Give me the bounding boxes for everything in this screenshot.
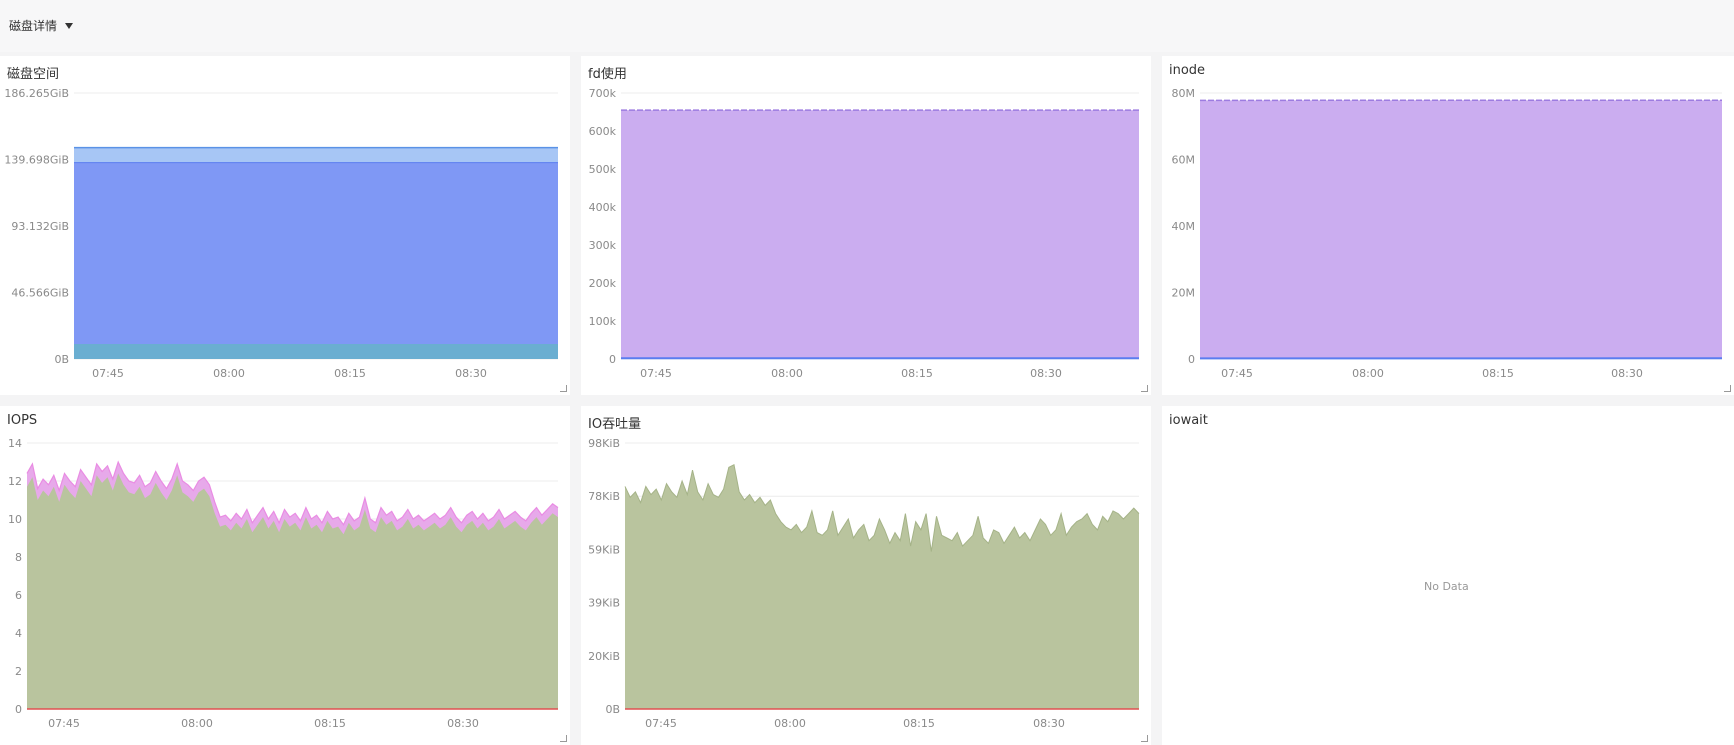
x-tick-label: 07:45 <box>48 717 80 730</box>
y-tick-label: 100k <box>589 315 617 328</box>
disk-space-chart: 186.265GiB 139.698GiB 93.132GiB 46.566GiB 0B… <box>4 87 559 380</box>
y-tick-label: 0B <box>54 353 69 366</box>
panel-io-throughput: IO吞吐量 98KiB 78KiB 59KiB 39KiB 20KiB 0B 07:45 08… <box>581 406 1151 745</box>
y-tick-label: 0 <box>609 353 616 366</box>
y-tick-label: 78KiB <box>588 490 620 503</box>
y-tick-label: 40M <box>1172 220 1196 233</box>
panel-fd-usage: fd使用 700k 600k 500k 400k 300k 200k 100k 0 07:45 0… <box>581 56 1151 395</box>
panel-title: 磁盘空间 <box>7 67 60 82</box>
resize-handle-icon[interactable] <box>1141 735 1148 742</box>
series-area-green <box>625 464 1139 709</box>
x-tick-label: 08:00 <box>1352 367 1384 380</box>
y-tick-label: 700k <box>589 87 617 100</box>
resize-handle-icon[interactable] <box>1141 385 1148 392</box>
panel-title: IO吞吐量 <box>588 417 642 432</box>
panel-iops: IOPS 14 12 10 8 6 4 2 0 07:45 08:00 08:15 08:30 <box>0 406 570 745</box>
y-tick-label: 98KiB <box>588 437 620 450</box>
y-tick-label: 39KiB <box>588 597 620 610</box>
panel-title: IOPS <box>7 413 38 428</box>
y-tick-label: 139.698GiB <box>4 154 69 167</box>
x-tick-label: 08:00 <box>213 367 245 380</box>
y-tick-label: 20M <box>1172 287 1196 300</box>
x-tick-label: 08:30 <box>455 367 487 380</box>
y-tick-label: 0B <box>605 703 620 716</box>
x-tick-label: 08:30 <box>1033 717 1065 730</box>
x-tick-label: 08:15 <box>314 717 346 730</box>
x-tick-label: 07:45 <box>92 367 124 380</box>
y-tick-label: 46.566GiB <box>11 287 69 300</box>
y-tick-label: 14 <box>8 437 22 450</box>
series-area-main <box>621 110 1139 359</box>
resize-handle-icon[interactable] <box>560 385 567 392</box>
y-tick-label: 500k <box>589 163 617 176</box>
y-tick-label: 0 <box>1188 353 1195 366</box>
y-tick-label: 2 <box>15 665 22 678</box>
caret-down-icon <box>65 22 74 29</box>
iops-chart: 14 12 10 8 6 4 2 0 07:45 08:00 08:15 08:30 <box>8 437 559 730</box>
y-tick-label: 186.265GiB <box>4 87 69 100</box>
x-tick-label: 08:00 <box>181 717 213 730</box>
resize-handle-icon[interactable] <box>1724 385 1731 392</box>
resize-handle-icon[interactable] <box>560 735 567 742</box>
x-tick-label: 08:30 <box>1030 367 1062 380</box>
y-tick-label: 10 <box>8 513 22 526</box>
panel-disk-space: 磁盘空间 186.265GiB 139.698GiB 93.132GiB 46.566… <box>0 56 570 395</box>
x-tick-label: 08:15 <box>901 367 933 380</box>
panel-iowait: iowait No Data <box>1162 406 1734 745</box>
y-tick-label: 4 <box>15 627 22 640</box>
y-tick-label: 6 <box>15 589 22 602</box>
x-tick-label: 08:15 <box>903 717 935 730</box>
series-line-green <box>624 463 1140 552</box>
x-tick-label: 07:45 <box>640 367 672 380</box>
panel-title: inode <box>1169 63 1206 78</box>
y-tick-label: 0 <box>15 703 22 716</box>
y-tick-label: 60M <box>1172 154 1196 167</box>
x-tick-label: 07:45 <box>645 717 677 730</box>
y-tick-label: 93.132GiB <box>11 220 69 233</box>
y-tick-label: 59KiB <box>588 543 620 556</box>
y-tick-label: 12 <box>8 475 22 488</box>
inode-chart: 80M 60M 40M 20M 0 07:45 08:00 08:15 08:30 <box>1172 87 1723 380</box>
x-tick-label: 08:15 <box>1482 367 1514 380</box>
y-tick-label: 300k <box>589 239 617 252</box>
series-area-teal <box>74 344 558 359</box>
x-tick-label: 08:30 <box>1611 367 1643 380</box>
y-tick-label: 400k <box>589 201 617 214</box>
y-tick-label: 20KiB <box>588 650 620 663</box>
panel-inode: inode 80M 60M 40M 20M 0 07:45 08:00 08:15 08:30 <box>1162 56 1734 395</box>
x-tick-label: 08:30 <box>447 717 479 730</box>
y-tick-label: 8 <box>15 551 22 564</box>
x-tick-label: 07:45 <box>1221 367 1253 380</box>
io-throughput-chart: 98KiB 78KiB 59KiB 39KiB 20KiB 0B 07:45 08:00 08:… <box>588 437 1140 730</box>
y-tick-label: 600k <box>589 125 617 138</box>
series-area-main <box>1200 100 1722 360</box>
x-tick-label: 08:00 <box>771 367 803 380</box>
dashboard-header: 磁盘详情 <box>0 0 1734 52</box>
fd-usage-chart: 700k 600k 500k 400k 300k 200k 100k 0 07:45 08:00 0… <box>589 87 1140 380</box>
y-tick-label: 80M <box>1172 87 1196 100</box>
series-area-main <box>74 162 558 359</box>
row-collapse-toggle[interactable]: 磁盘详情 <box>9 17 74 34</box>
x-tick-label: 08:00 <box>774 717 806 730</box>
panel-title: fd使用 <box>588 67 627 82</box>
row-title: 磁盘详情 <box>9 19 58 33</box>
series-area-green <box>27 473 558 709</box>
no-data-message: No Data <box>1424 580 1469 593</box>
x-tick-label: 08:15 <box>334 367 366 380</box>
panel-title: iowait <box>1169 413 1208 428</box>
y-tick-label: 200k <box>589 277 617 290</box>
series-line-pink <box>26 460 559 526</box>
